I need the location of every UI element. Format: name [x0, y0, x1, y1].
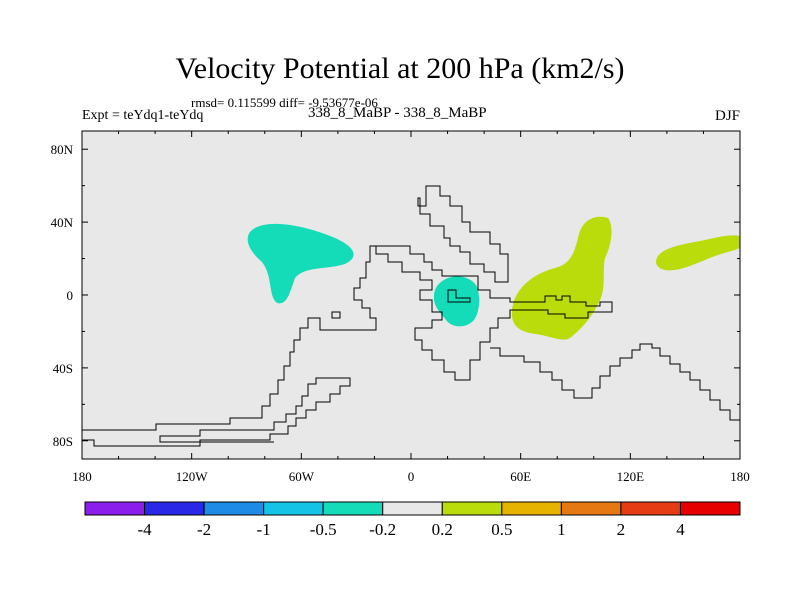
colorbar-label: -0.2	[369, 520, 396, 539]
colorbar-box	[501, 501, 562, 516]
map-background	[82, 131, 740, 459]
colorbar-label: 0.5	[491, 520, 512, 539]
colorbar-box	[441, 501, 503, 516]
region-west-africa-negative	[433, 276, 480, 327]
colorbar-box	[263, 501, 324, 516]
y-tick-label: 40S	[53, 361, 73, 376]
x-tick-label: 0	[408, 469, 415, 484]
y-tick-label: 80S	[53, 434, 73, 449]
experiment-label: Expt = teYdq1-teYdq	[82, 108, 204, 123]
colorbar-box	[84, 501, 146, 516]
colorbar-box	[620, 501, 681, 516]
colorbar-box	[144, 501, 205, 516]
x-tick-label: 180	[72, 469, 92, 484]
colorbar-label: -1	[257, 520, 271, 539]
colorbar-box	[322, 501, 384, 516]
colorbar-label: 2	[617, 520, 626, 539]
colorbar-label: -2	[197, 520, 211, 539]
x-tick-label: 120W	[176, 469, 209, 484]
y-tick-label: 40N	[51, 215, 74, 230]
colorbar-label: 0.2	[432, 520, 453, 539]
coastline-africa-asia	[375, 245, 613, 381]
x-tick-label: 60E	[510, 469, 531, 484]
case-label: 338_8_MaBP - 338_8_MaBP	[308, 105, 487, 121]
region-indian-ocean-positive	[511, 216, 612, 340]
stats-label: rmsd= 0.115599 diff= -9.53677e-06	[191, 95, 378, 110]
colorbar-box	[382, 501, 443, 516]
coastline-africa-north	[447, 289, 471, 303]
x-tick-label: 180	[730, 469, 750, 484]
coastline-americas	[82, 245, 377, 431]
x-tick-label: 120E	[617, 469, 645, 484]
region-north-pacific-negative	[247, 223, 354, 304]
colorbar-label: -4	[137, 520, 152, 539]
colorbar-box	[679, 501, 741, 516]
chart-title: Velocity Potential at 200 hPa (km2/s)	[175, 52, 625, 85]
colorbar-label: 4	[676, 520, 685, 539]
y-tick-label: 0	[67, 288, 74, 303]
y-axis: 80N 40N 0 40S 80S	[51, 142, 740, 449]
colorbar-box	[560, 501, 622, 516]
colorbar-label: -0.5	[310, 520, 337, 539]
colorbar-label: 1	[557, 520, 566, 539]
region-north-pacific-positive	[656, 235, 740, 271]
y-tick-label: 80N	[51, 142, 74, 157]
coastline-southern-chain	[82, 377, 351, 447]
x-axis: 180 120W 60W 0 60E 120E 180	[72, 131, 750, 484]
x-tick-label: 60W	[289, 469, 315, 484]
coastline-europe	[417, 185, 509, 283]
colorbar-box	[203, 501, 265, 516]
coastlines	[82, 185, 740, 447]
coastline-small-island	[331, 311, 341, 319]
coastline-indian-south	[490, 343, 740, 421]
season-label: DJF	[714, 108, 740, 124]
colorbar: -4 -2 -1 -0.5 -0.2 0.2 0.5 1 2 4	[84, 501, 741, 539]
